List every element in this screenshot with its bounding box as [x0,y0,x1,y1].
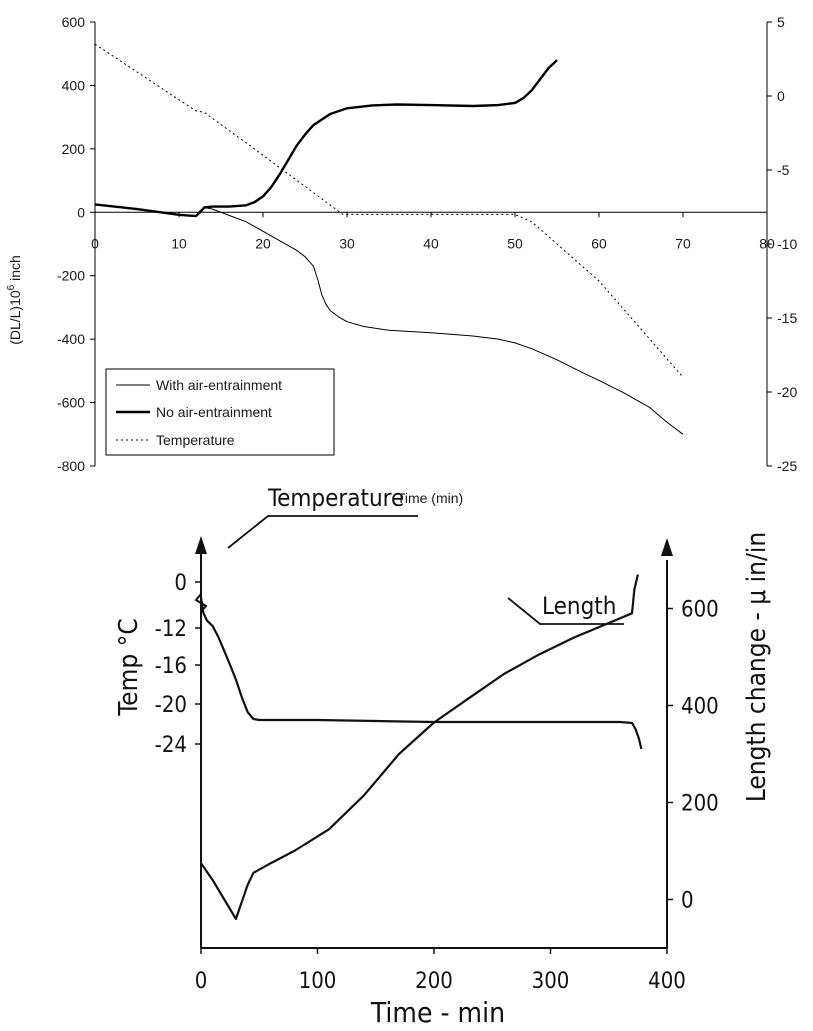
bottom-y-tick-label: 0 [174,571,187,596]
top-x-tick-label: 10 [171,235,187,251]
bottom-y2-tick-label: 600 [681,598,719,623]
bottom-y2-tick-label: 200 [681,792,719,817]
top-y-tick-label: -800 [57,458,85,474]
series-line-length [200,574,639,920]
bottom-axes: 0 -12 -16 -20 -24 600 400 200 0 0 100 200 300 400 [155,536,719,994]
length-annotation: Length [542,592,616,620]
bottom-y-tick-label: -24 [155,733,187,758]
top-y-tick-label: -600 [57,395,85,411]
top-y-tick-label: -400 [57,331,85,347]
legend-label-temperature: Temperature [156,432,235,448]
top-series [94,43,684,435]
bottom-y-tick-label: -12 [155,617,187,642]
bottom-y-tick-label: -20 [155,693,187,718]
top-y2-tick-label: -15 [777,310,797,326]
top-x-tick-label: 60 [591,235,607,251]
bottom-series [199,574,643,920]
bottom-x-tick-label: 100 [299,969,337,994]
top-y-tick-label: -200 [57,268,85,284]
up-arrow-icon [195,536,207,554]
bottom-x-tick-label: 400 [648,969,686,994]
top-x-tick-label: 30 [339,235,355,251]
top-y2-tick-label: -5 [777,162,790,178]
bottom-x-tick-label: 0 [195,969,208,994]
bottom-chart: 0 -12 -16 -20 -24 600 400 200 0 0 100 200 300 400 Tem… [114,484,772,1029]
top-y-tick-label: 0 [77,204,85,220]
series-line-with-air-entrainment [94,203,684,435]
top-x-tick-label: 40 [423,235,439,251]
top-y2-tick-label: -10 [777,236,797,252]
top-y-axis-label: (DL/L)106 inch [6,255,23,345]
top-y-tick-label: 600 [62,14,86,30]
series-line-temperature [94,43,684,378]
legend-label-with-air: With air-entrainment [156,377,282,393]
temperature-annotation: Temperature [267,484,404,512]
legend-label-no-air: No air-entrainment [156,404,272,420]
top-y2-tick-label: 0 [777,88,785,104]
top-x-tick-label: 50 [507,235,523,251]
bottom-y2-tick-label: 0 [681,889,694,914]
bottom-y2-axis-label: Length change - μ in/in [742,532,772,802]
top-x-tick-label: 70 [675,235,691,251]
bottom-y-tick-label: -16 [155,654,187,679]
temperature-annotation-leader [227,515,418,549]
legend: With air-entrainment No air-entrainment … [105,368,335,456]
top-y2-tick-label: -25 [777,458,797,474]
top-axes: 6004002000-200-400-600-80050-5-10-15-20-… [57,14,797,474]
top-chart: 6004002000-200-400-600-80050-5-10-15-20-… [6,14,797,506]
top-y-tick-label: 200 [62,141,86,157]
series-line-temperature [199,597,643,750]
top-x-tick-label: 0 [91,235,99,251]
up-arrow-icon [661,538,673,556]
top-y-tick-label: 400 [62,77,86,93]
bottom-y-axis-label: Temp °C [114,618,144,716]
top-y2-tick-label: 5 [777,14,785,30]
length-annotation-leader [507,597,624,625]
top-x-axis-label: Time (min) [397,490,463,506]
top-x-tick-label: 20 [255,235,271,251]
bottom-x-tick-label: 300 [532,969,570,994]
top-x-tick-label: 80 [759,235,775,251]
top-y2-tick-label: -20 [777,384,797,400]
bottom-x-axis-label: Time - min [370,996,505,1029]
bottom-x-tick-label: 200 [415,969,453,994]
series-line-no-air-entrainment [94,59,558,218]
bottom-y2-tick-label: 400 [681,695,719,720]
